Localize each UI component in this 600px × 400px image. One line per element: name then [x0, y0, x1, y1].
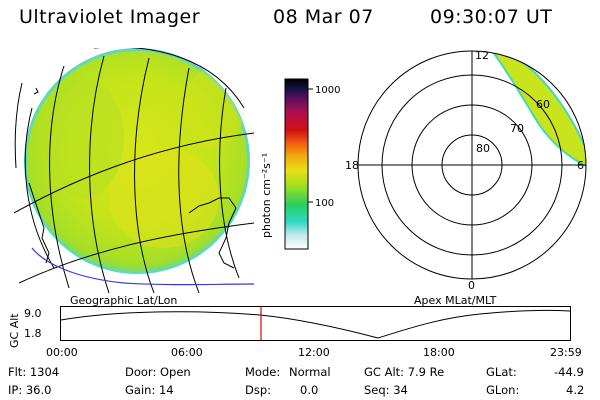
geographic-projection-label: Geographic Lat/Lon — [70, 294, 178, 307]
alt-ytick-1-8: 1.8 — [24, 327, 42, 340]
glat-label: GLat: — [486, 365, 517, 379]
time-tick-2359: 23:59 — [550, 346, 582, 359]
geographic-uv-image — [14, 48, 254, 293]
time-tick-1800: 18:00 — [423, 346, 455, 359]
time-label: 09:30:07 UT — [430, 6, 553, 28]
gc-alt-axis-label: GC Alt — [8, 313, 21, 348]
time-tick-0000: 00:00 — [46, 346, 78, 359]
mlat-label-70: 70 — [510, 122, 524, 135]
glat-value: -44.9 — [554, 365, 584, 379]
colorbar-tick-100: 100 — [315, 198, 334, 209]
mlt-label-12: 12 — [475, 49, 489, 62]
altitude-curve — [60, 309, 571, 339]
mlt-label-6: 6 — [577, 159, 584, 172]
mlat-label-80: 80 — [476, 142, 490, 155]
meridian-lines — [14, 48, 245, 293]
mlt-label-18: 18 — [345, 159, 359, 172]
date-label: 08 Mar 07 — [273, 6, 374, 28]
glon-value: 4.2 — [566, 383, 585, 397]
colorbar-tick-1000: 1000 — [315, 85, 340, 96]
instrument-title: Ultraviolet Imager — [19, 6, 201, 28]
glon-label: GLon: — [486, 383, 520, 397]
time-tick-1200: 12:00 — [298, 346, 330, 359]
dsp-value: 0.0 — [300, 383, 319, 397]
polar-auroral-region — [487, 51, 586, 168]
polar-grid — [357, 50, 587, 280]
latitude-lines — [14, 132, 254, 284]
alt-ytick-9: 9.0 — [24, 307, 42, 320]
mode-value: Normal — [289, 365, 331, 379]
door-status: Door: Open — [125, 365, 191, 379]
coast-blue-line — [31, 247, 254, 286]
time-tick-0600: 06:00 — [171, 346, 203, 359]
mlt-label-0: 0 — [468, 279, 475, 292]
flight-number: Flt: 1304 — [8, 365, 60, 379]
gain-value: Gain: 14 — [125, 383, 174, 397]
polar-mlt-plot: 12 18 6 0 80 70 60 — [345, 49, 587, 292]
dsp-label: Dsp: — [245, 383, 272, 397]
mlat-label-60: 60 — [536, 98, 550, 111]
gc-alt-value: GC Alt: 7.9 Re — [364, 365, 445, 379]
altitude-timeline — [60, 306, 571, 341]
mode-label: Mode: — [245, 365, 281, 379]
coastlines — [28, 87, 237, 269]
ip-value: IP: 36.0 — [8, 383, 52, 397]
apex-projection-label: Apex MLat/MLT — [414, 294, 497, 307]
colorbar: 1000 100 — [284, 78, 340, 250]
sequence-value: Seq: 34 — [364, 383, 408, 397]
